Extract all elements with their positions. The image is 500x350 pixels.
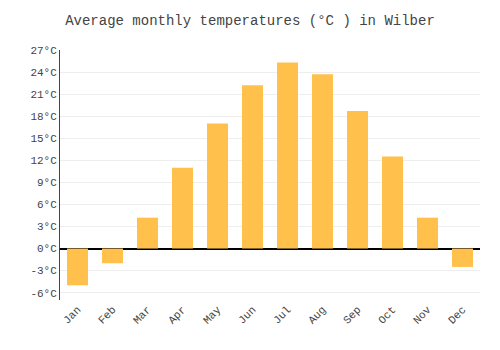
svg-text:Sep: Sep <box>341 304 363 326</box>
svg-text:Feb: Feb <box>96 304 118 326</box>
svg-text:15°C: 15°C <box>30 133 57 145</box>
svg-text:Average monthly temperatures (: Average monthly temperatures (°C ) in Wi… <box>65 13 435 29</box>
svg-text:27°C: 27°C <box>30 45 57 57</box>
svg-text:Jan: Jan <box>61 304 83 326</box>
svg-text:0°C: 0°C <box>37 243 57 255</box>
svg-text:18°C: 18°C <box>30 111 57 123</box>
svg-text:Aug: Aug <box>306 304 328 326</box>
svg-text:6°C: 6°C <box>37 199 57 211</box>
svg-text:Dec: Dec <box>446 304 468 326</box>
svg-text:Jul: Jul <box>271 304 293 326</box>
svg-text:24°C: 24°C <box>30 67 57 79</box>
svg-text:9°C: 9°C <box>37 177 57 189</box>
svg-text:21°C: 21°C <box>30 89 57 101</box>
svg-text:-3°C: -3°C <box>30 265 57 277</box>
svg-text:Nov: Nov <box>411 304 434 327</box>
svg-text:-6°C: -6°C <box>30 288 57 300</box>
svg-text:Apr: Apr <box>166 304 188 326</box>
svg-text:Mar: Mar <box>131 304 153 326</box>
svg-text:Jun: Jun <box>236 304 258 326</box>
svg-text:May: May <box>201 304 224 327</box>
svg-text:Oct: Oct <box>376 304 398 326</box>
svg-text:3°C: 3°C <box>37 221 57 233</box>
svg-text:12°C: 12°C <box>30 155 57 167</box>
